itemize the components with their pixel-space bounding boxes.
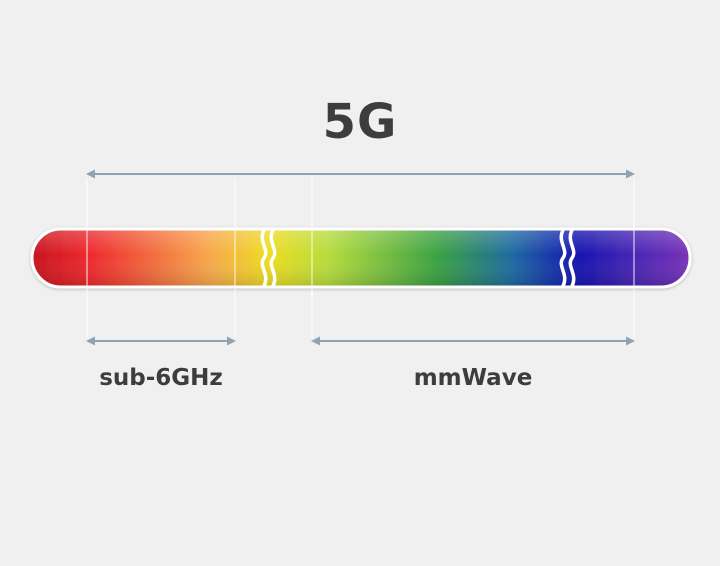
label-sub6ghz: sub-6GHz	[99, 365, 223, 391]
break-marker-left	[260, 228, 277, 288]
range-arrow-sub6	[86, 336, 236, 346]
range-arrow-mmwave	[311, 336, 635, 346]
spectrum-bar-shading	[33, 230, 689, 286]
range-arrow-5g	[86, 169, 635, 179]
title-5g: 5G	[322, 94, 398, 150]
label-mmwave: mmWave	[413, 365, 533, 391]
break-marker-right	[559, 228, 576, 288]
guide-lines	[86, 178, 635, 338]
